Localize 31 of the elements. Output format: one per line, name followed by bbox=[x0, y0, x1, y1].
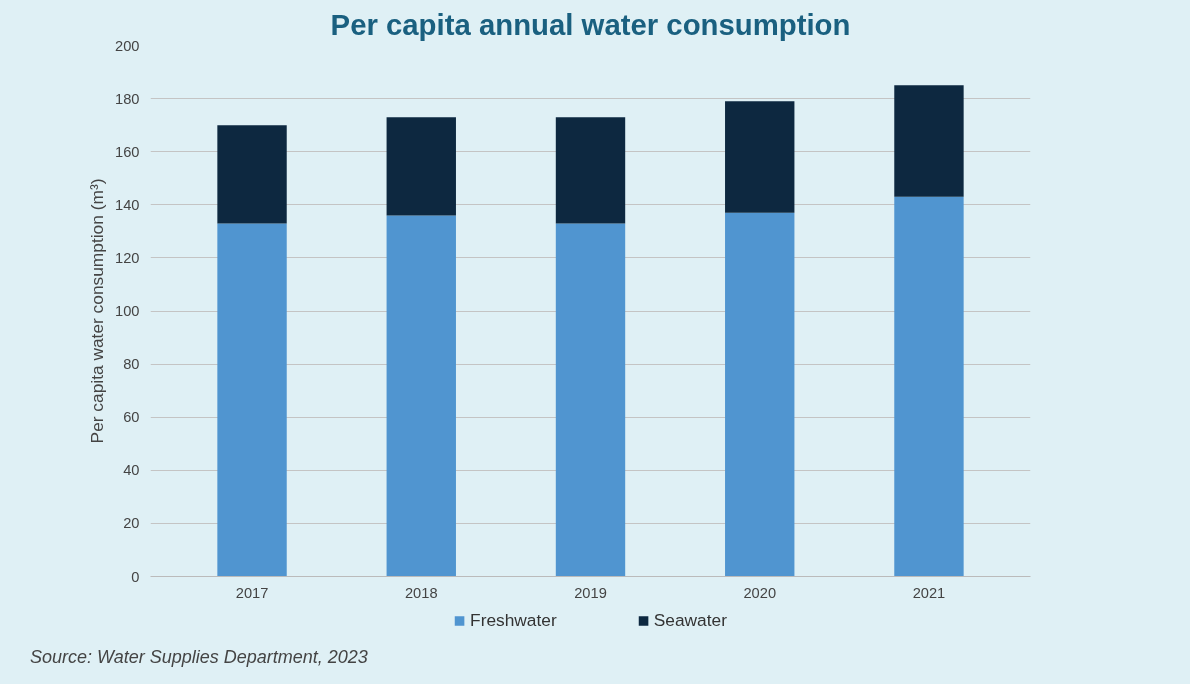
bar bbox=[217, 125, 287, 224]
x-tick-label: 2018 bbox=[404, 584, 438, 601]
y-tick-label: 80 bbox=[123, 356, 140, 373]
y-tick-label: 120 bbox=[115, 249, 140, 266]
bar bbox=[386, 117, 456, 216]
y-tick-label: 0 bbox=[131, 568, 140, 585]
bar bbox=[894, 196, 964, 577]
bar bbox=[386, 215, 456, 577]
bar bbox=[555, 117, 626, 224]
y-tick-label: 60 bbox=[123, 409, 140, 426]
bar bbox=[725, 101, 795, 213]
y-tick-label: 40 bbox=[123, 462, 140, 479]
x-tick-label: 2021 bbox=[912, 584, 946, 601]
x-tick-label: 2019 bbox=[574, 584, 607, 601]
x-tick-label: 2020 bbox=[743, 584, 777, 601]
chart-title: Per capita annual water consumption bbox=[330, 7, 851, 41]
y-tick-label: 160 bbox=[115, 143, 140, 160]
y-axis-title: Per capita water consumption (m³) bbox=[87, 178, 108, 444]
legend-label: Seawater bbox=[653, 609, 727, 631]
x-tick-label: 2017 bbox=[235, 584, 269, 601]
bar bbox=[555, 223, 626, 577]
bar bbox=[894, 85, 964, 197]
source-note: Source: Water Supplies Department, 2023 bbox=[30, 646, 368, 669]
y-tick-label: 200 bbox=[115, 37, 140, 54]
y-tick-label: 20 bbox=[123, 515, 140, 532]
legend-label: Freshwater bbox=[470, 609, 557, 631]
y-tick-label: 180 bbox=[115, 90, 140, 107]
bar bbox=[725, 212, 795, 577]
y-tick-label: 100 bbox=[115, 303, 140, 319]
bar bbox=[217, 223, 287, 577]
y-tick-label: 140 bbox=[115, 196, 140, 213]
